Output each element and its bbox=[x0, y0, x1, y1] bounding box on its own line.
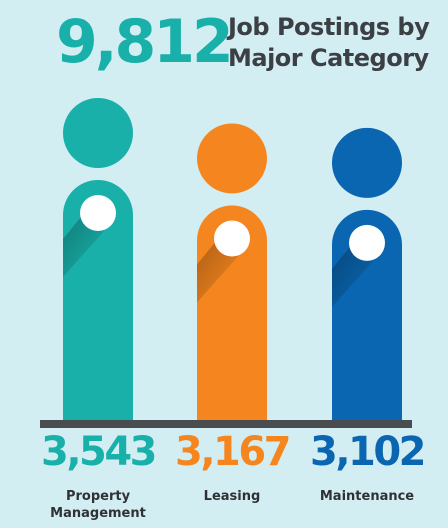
person-head-1 bbox=[63, 98, 133, 168]
value-label-3: 3,102 bbox=[309, 429, 427, 475]
value-label-1: 3,543 bbox=[40, 429, 158, 475]
chart-title: Job Postings by Major Category bbox=[228, 12, 430, 74]
chart-title-line-1: Job Postings by bbox=[228, 13, 430, 41]
white-dot-2 bbox=[214, 220, 250, 257]
baseline-bar bbox=[40, 420, 412, 428]
dot-shadow-2 bbox=[197, 242, 238, 303]
category-label-3: Maintenance bbox=[320, 488, 414, 505]
dot-shadow-1 bbox=[63, 217, 104, 277]
chart-title-line-2: Major Category bbox=[228, 44, 429, 72]
person-head-2 bbox=[197, 123, 267, 194]
category-label-2-line-1: Leasing bbox=[203, 489, 261, 504]
category-label-3-line-1: Maintenance bbox=[319, 489, 415, 504]
white-dot-3 bbox=[349, 224, 385, 261]
category-label-1-line-2: Management bbox=[50, 506, 146, 521]
total-postings: 9,812 bbox=[56, 7, 234, 77]
person-head-3 bbox=[332, 127, 402, 198]
category-label-1-line-1: Property bbox=[65, 489, 131, 504]
category-label-2: Leasing bbox=[204, 488, 261, 505]
value-label-2: 3,167 bbox=[174, 429, 292, 475]
white-dot-1 bbox=[80, 195, 116, 231]
category-label-1: Property Management bbox=[50, 488, 146, 522]
dot-shadow-3 bbox=[332, 246, 373, 307]
